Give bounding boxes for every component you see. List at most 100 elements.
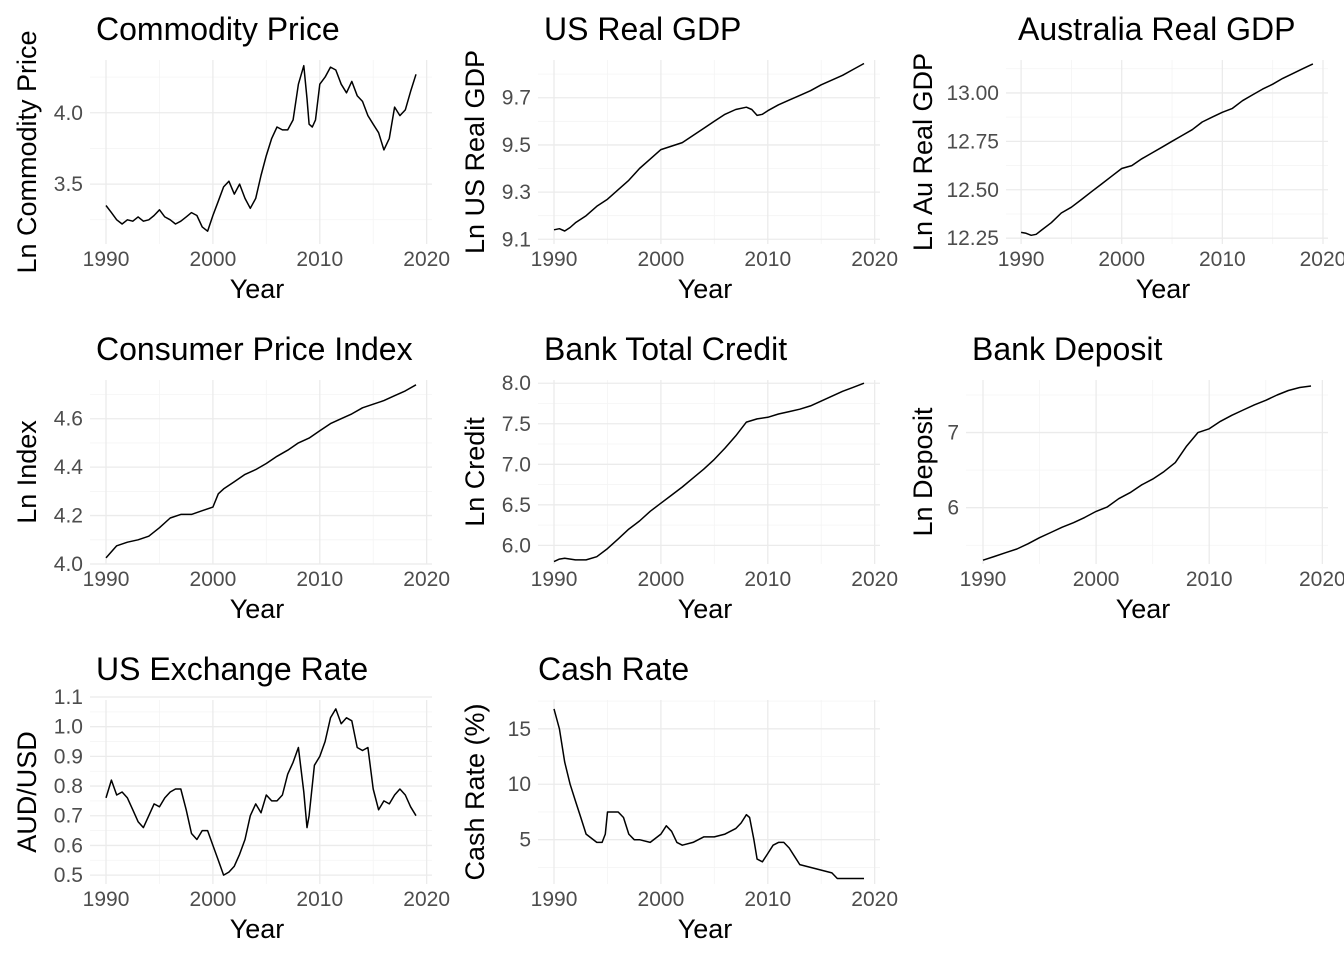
panel-title: US Real GDP [544,11,741,47]
panel-title: Bank Total Credit [544,331,787,367]
y-axis-title: Ln Credit [460,417,490,527]
panel-title: US Exchange Rate [96,651,368,687]
y-tick-label: 4.6 [54,408,83,431]
y-axis-title: Cash Rate (%) [460,703,490,880]
series-line [982,385,1312,561]
x-tick-label: 2020 [403,568,450,591]
y-tick-label: 3.5 [54,173,83,196]
y-tick-label: 4.2 [54,505,83,528]
x-tick-label: 2000 [638,888,685,911]
y-tick-label: 7 [947,422,959,445]
y-tick-label: 12.50 [946,179,999,202]
x-tick-label: 2020 [851,888,898,911]
x-tick-label: 2000 [1073,568,1120,591]
y-tick-label: 12.25 [946,227,999,250]
y-tick-label: 9.3 [502,181,531,204]
x-tick-label: 2010 [744,888,791,911]
y-tick-label: 6 [947,497,959,520]
y-tick-label: 8.0 [502,372,531,395]
y-tick-label: 7.5 [502,413,531,436]
y-tick-label: 1.0 [54,716,83,739]
x-tick-label: 1990 [531,888,578,911]
panel-title: Bank Deposit [972,331,1162,367]
y-axis-title: Ln Index [12,420,42,524]
series-line [553,708,864,880]
x-tick-label: 2010 [744,568,791,591]
x-tick-label: 2010 [296,248,343,271]
x-tick-label: 1990 [960,568,1007,591]
x-tick-label: 2000 [638,248,685,271]
x-tick-label: 2010 [1186,568,1233,591]
y-tick-label: 0.8 [54,775,83,798]
chart-panel: 1990 2000 2010 2020 0.5 0.6 0.7 0.8 0.9 1.0 1.1 US … [12,651,450,944]
y-tick-label: 9.7 [502,87,531,110]
x-tick-label: 1990 [531,568,578,591]
chart-panel: 1990 2000 2010 2020 12.25 12.50 12.75 13.00 Aust… [908,11,1344,304]
x-tick-label: 2000 [190,248,237,271]
series-line [105,64,417,232]
series-line [553,62,865,232]
x-tick-label: 2000 [1098,248,1145,271]
x-tick-label: 2000 [190,568,237,591]
y-tick-label: 9.1 [502,228,531,251]
x-tick-label: 2020 [403,888,450,911]
x-tick-label: 2000 [190,888,237,911]
x-axis-title: Year [678,914,733,944]
x-tick-label: 2020 [851,248,898,271]
x-tick-label: 1990 [83,248,130,271]
x-tick-label: 2010 [296,568,343,591]
chart-panel: 1990 2000 2010 2020 9.1 9.3 9.5 9.7 US Real GDP Y… [460,11,898,304]
y-tick-label: 0.7 [54,805,83,828]
y-tick-label: 4.0 [54,553,83,576]
series-line [553,382,865,563]
x-tick-label: 1990 [83,568,130,591]
series-line [1020,63,1314,237]
y-tick-label: 0.6 [54,834,83,857]
x-axis-title: Year [678,274,733,304]
x-tick-label: 2020 [851,568,898,591]
x-axis-title: Year [1136,274,1191,304]
x-tick-label: 1990 [998,248,1045,271]
y-tick-label: 0.5 [54,864,83,887]
y-tick-label: 6.5 [502,494,531,517]
x-axis-title: Year [1116,594,1171,624]
x-tick-label: 2010 [1199,248,1246,271]
series-line [105,384,417,559]
x-tick-label: 1990 [531,248,578,271]
chart-panel: 1990 2000 2010 2020 5 10 15 Cash Rate Year Cash R… [460,651,898,944]
x-axis-title: Year [230,914,285,944]
y-axis-title: Ln US Real GDP [460,50,490,254]
y-tick-label: 5 [519,829,531,852]
y-axis-title: AUD/USD [12,731,42,853]
x-axis-title: Year [678,594,733,624]
chart-panel: 1990 2000 2010 2020 3.5 4.0 Commodity Price Yea… [12,11,450,304]
y-tick-label: 9.5 [502,134,531,157]
chart-panel: 1990 2000 2010 2020 6.0 6.5 7.0 7.5 8.0 Bank Tota… [460,331,898,624]
x-axis-title: Year [230,594,285,624]
y-tick-label: 13.00 [946,82,999,105]
y-tick-label: 1.1 [54,686,83,709]
y-axis-title: Ln Commodity Price [12,30,42,273]
y-axis-title: Ln Au Real GDP [908,53,938,251]
x-tick-label: 2010 [744,248,791,271]
panel-title: Commodity Price [96,11,340,47]
x-tick-label: 2020 [1299,568,1344,591]
y-tick-label: 7.0 [502,453,531,476]
series-line [105,708,417,876]
y-tick-label: 0.9 [54,745,83,768]
panel-title: Cash Rate [538,651,689,687]
y-axis-title: Ln Deposit [908,407,938,537]
x-tick-label: 1990 [83,888,130,911]
panel-title: Consumer Price Index [96,331,413,367]
chart-panel: 1990 2000 2010 2020 6 7 Bank Deposit Year Ln Dep… [908,331,1344,624]
y-tick-label: 10 [508,773,531,796]
x-tick-label: 2000 [638,568,685,591]
x-tick-label: 2020 [1300,248,1344,271]
y-tick-label: 15 [508,718,531,741]
x-axis-title: Year [230,274,285,304]
y-tick-label: 6.0 [502,534,531,557]
x-tick-label: 2020 [403,248,450,271]
y-tick-label: 4.4 [54,456,84,479]
x-tick-label: 2010 [296,888,343,911]
